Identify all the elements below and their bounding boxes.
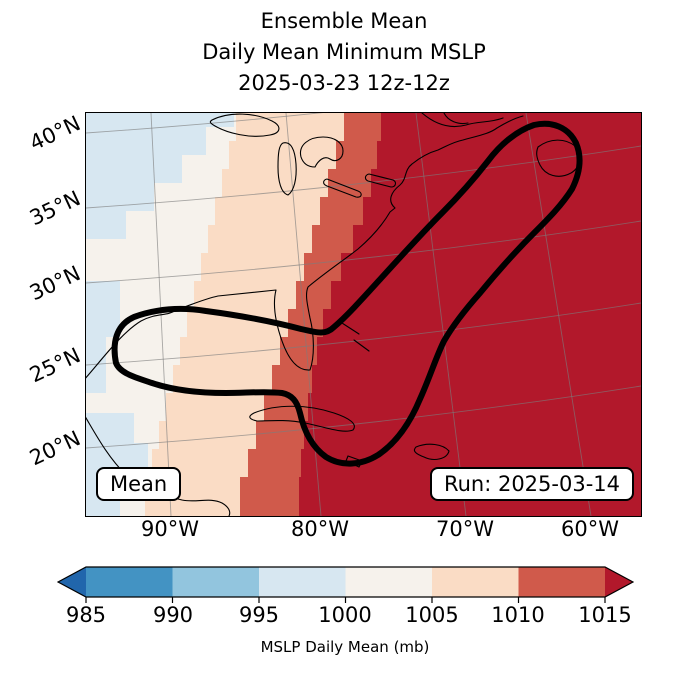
x-tick-label-60w: 60°W bbox=[561, 517, 619, 541]
colorbar-seg-990-995 bbox=[172, 567, 259, 597]
fill-995-1000-patch-westedge bbox=[86, 281, 120, 393]
fill-995-1000-patch-topleft bbox=[86, 113, 234, 239]
coastlines bbox=[86, 113, 581, 516]
colorbar bbox=[57, 566, 634, 603]
title-line-1: Ensemble Mean bbox=[260, 9, 428, 33]
colorbar-seg-1005-1010 bbox=[432, 567, 519, 597]
figure-title: Ensemble Mean Daily Mean Minimum MSLP 20… bbox=[0, 6, 688, 99]
run-date-box: Run: 2025-03-14 bbox=[429, 467, 634, 501]
colorbar-seg-995-1000 bbox=[259, 567, 346, 597]
cb-tick-1000: 1000 bbox=[318, 603, 372, 627]
cb-tick-1015: 1015 bbox=[578, 603, 632, 627]
x-tick-label-70w: 70°W bbox=[436, 517, 494, 541]
cb-tick-1010: 1010 bbox=[491, 603, 545, 627]
colorbar-seg-1010-1015 bbox=[518, 567, 605, 597]
cb-tick-990: 990 bbox=[152, 603, 194, 627]
cb-tick-995: 995 bbox=[238, 603, 280, 627]
title-line-2: Daily Mean Minimum MSLP bbox=[202, 40, 486, 64]
y-tick-label-20n: 20°N bbox=[25, 426, 85, 471]
title-line-3: 2025-03-23 12z-12z bbox=[238, 71, 450, 95]
colorbar-arrow-low bbox=[58, 567, 86, 597]
colorbar-seg-1000-1005 bbox=[345, 567, 432, 597]
colorbar-seg-985-990 bbox=[86, 567, 173, 597]
colorbar-label: MSLP Daily Mean (mb) bbox=[260, 638, 430, 656]
y-tick-label-35n: 35°N bbox=[25, 186, 85, 231]
thick-contour-outline bbox=[111, 120, 583, 467]
x-tick-label-80w: 80°W bbox=[291, 517, 349, 541]
y-tick-label-25n: 25°N bbox=[25, 343, 85, 388]
map-panel: Mean Run: 2025-03-14 bbox=[85, 112, 642, 517]
x-tick-label-90w: 90°W bbox=[141, 517, 199, 541]
mslp-field-map bbox=[86, 113, 641, 516]
mean-label-box: Mean bbox=[96, 467, 182, 501]
colorbar-ticks bbox=[85, 597, 606, 603]
cb-tick-985: 985 bbox=[65, 603, 107, 627]
y-tick-label-40n: 40°N bbox=[25, 111, 85, 156]
colorbar-arrow-high bbox=[605, 567, 633, 597]
y-tick-label-30n: 30°N bbox=[25, 261, 85, 306]
cb-tick-1005: 1005 bbox=[405, 603, 459, 627]
